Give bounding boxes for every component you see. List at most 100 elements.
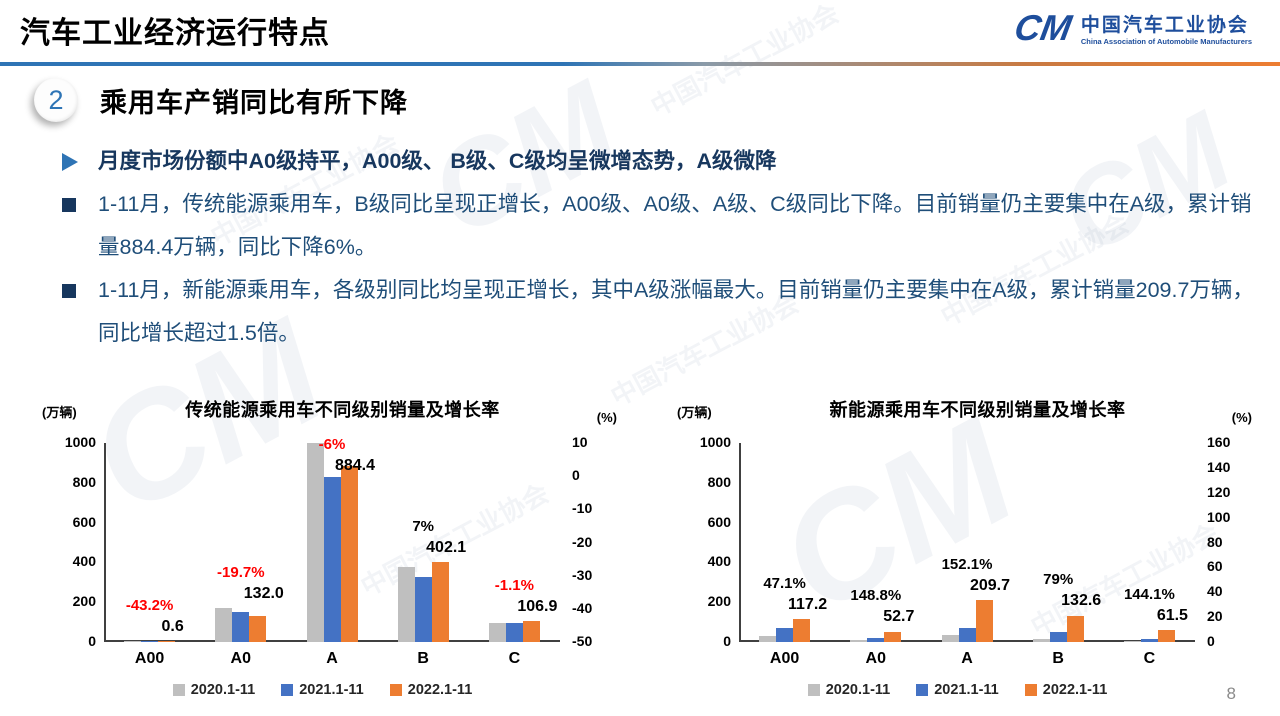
plot-area: -43.2% 0.6 -19.7% 132.0 -6% 884.4 7% 402.1 -1.1%… bbox=[104, 436, 560, 642]
value-label: 106.9 bbox=[517, 597, 558, 615]
bar-2020.1-11 bbox=[306, 443, 324, 642]
bar-2021.1-11 bbox=[232, 612, 250, 642]
bar-2022.1-11 bbox=[1157, 629, 1175, 642]
x-axis-category: B bbox=[1052, 650, 1064, 667]
legend-swatch bbox=[172, 684, 185, 696]
x-axis-category: A bbox=[961, 650, 973, 667]
growth-label: 79% bbox=[1043, 571, 1074, 589]
y-axis-line bbox=[104, 443, 106, 642]
growth-label: 152.1% bbox=[941, 556, 993, 574]
caam-logo-icon: CM bbox=[1011, 7, 1075, 48]
value-label: 132.0 bbox=[243, 584, 284, 602]
y-axis-line bbox=[739, 443, 741, 642]
y-left-tick: 1000 bbox=[699, 434, 731, 450]
bar-2021.1-11 bbox=[867, 638, 885, 642]
y-left-tick: 400 bbox=[72, 553, 96, 570]
chart-title: 传统能源乘用车不同级别销量及增长率 bbox=[185, 400, 500, 420]
logo-name-cn: 中国汽车工业协会 bbox=[1080, 15, 1249, 36]
bar-2020.1-11 bbox=[397, 566, 415, 642]
y-right-tick: 20 bbox=[1207, 608, 1223, 625]
bar-2020.1-11 bbox=[124, 640, 142, 642]
bar-2021.1-11 bbox=[505, 622, 523, 642]
y-right-tick: 160 bbox=[1207, 434, 1231, 450]
legend-item: 2022.1-11 bbox=[1024, 682, 1108, 698]
bullet-text: 月度市场份额中A0级持平，A00级、 B级、C级均呈微增态势，A级微降 bbox=[98, 149, 777, 173]
bar-2021.1-11 bbox=[1049, 632, 1067, 642]
plot-area: 47.1% 117.2 148.8% 52.7 152.1% 209.7 79% 132.6 1… bbox=[739, 443, 1195, 642]
growth-label: 148.8% bbox=[850, 587, 902, 605]
legend-item: 2022.1-11 bbox=[389, 682, 472, 698]
bar-2020.1-11 bbox=[941, 635, 959, 642]
bullet-list: 月度市场份额中A0级持平，A00级、 B级、C级均呈微增态势，A级微降 1-11… bbox=[62, 140, 1254, 355]
right-axis-unit: (%) bbox=[1231, 410, 1252, 425]
bar-2022.1-11 bbox=[793, 618, 811, 642]
y-right-tick: 0 bbox=[1207, 633, 1215, 649]
bullet-item-nev: 1-11月，新能源乘用车，各级别同比均呈现正增长，其中A级涨幅最大。目前销量仍主… bbox=[62, 269, 1254, 355]
page-title: 汽车工业经济运行特点 bbox=[20, 17, 330, 50]
bar-2022.1-11 bbox=[431, 561, 449, 642]
y-right-tick: 80 bbox=[1207, 533, 1223, 550]
y-right-tick: 120 bbox=[1207, 483, 1231, 500]
section-title: 乘用车产销同比有所下降 bbox=[100, 87, 408, 118]
y-left-tick: 0 bbox=[88, 633, 96, 649]
y-left-tick: 800 bbox=[707, 473, 731, 490]
y-left-tick: 200 bbox=[72, 593, 96, 610]
bar-2022.1-11 bbox=[158, 640, 176, 642]
bar-label-group: -43.2% 0.6 bbox=[106, 597, 216, 636]
y-left-tick: 200 bbox=[707, 593, 731, 610]
section-heading: 2 乘用车产销同比有所下降 bbox=[34, 78, 408, 122]
bar-2021.1-11 bbox=[958, 628, 976, 642]
y-right-tick: -10 bbox=[572, 500, 593, 517]
y-right-tick: 40 bbox=[1207, 583, 1223, 600]
bar-label-group: 152.1% 209.7 bbox=[923, 556, 1033, 595]
y-right-tick: -30 bbox=[572, 566, 593, 583]
value-label: 117.2 bbox=[788, 595, 828, 613]
legend-label: 2020.1-11 bbox=[190, 682, 256, 698]
bar-label-group: 79% 132.6 bbox=[1014, 571, 1124, 610]
bar-label-group: 144.1% 61.5 bbox=[1105, 586, 1215, 625]
legend-label: 2020.1-11 bbox=[825, 682, 891, 698]
legend: 2020.1-11 2021.1-11 2022.1-11 bbox=[28, 682, 617, 698]
value-label: 402.1 bbox=[426, 538, 467, 556]
y-right-tick: -20 bbox=[572, 533, 593, 550]
legend-item: 2021.1-11 bbox=[916, 682, 999, 698]
x-axis-category: A00 bbox=[769, 650, 800, 667]
legend-label: 2021.1-11 bbox=[934, 682, 999, 698]
arrow-bullet-icon bbox=[62, 153, 78, 171]
bar-2022.1-11 bbox=[975, 600, 993, 642]
square-bullet-icon bbox=[62, 284, 76, 298]
charts-region: 传统能源乘用车不同级别销量及增长率 (万辆) (%) -43.2% 0.6 -19.… bbox=[28, 388, 1252, 716]
growth-label: -43.2% bbox=[125, 597, 174, 615]
growth-label: -6% bbox=[318, 435, 346, 453]
y-left-tick: 600 bbox=[72, 513, 96, 530]
y-left-tick: 600 bbox=[707, 513, 731, 530]
x-axis-category: A bbox=[326, 650, 338, 667]
legend-swatch bbox=[807, 684, 820, 696]
bar-2021.1-11 bbox=[323, 476, 341, 642]
y-left-tick: 1000 bbox=[64, 434, 96, 450]
bar-2021.1-11 bbox=[414, 576, 432, 642]
bar-2020.1-11 bbox=[215, 608, 233, 642]
legend-label: 2022.1-11 bbox=[1042, 682, 1108, 698]
bar-2020.1-11 bbox=[759, 636, 777, 642]
legend: 2020.1-11 2021.1-11 2022.1-11 bbox=[663, 682, 1252, 698]
y-right-tick: -50 bbox=[572, 633, 593, 649]
y-right-tick: 100 bbox=[1207, 508, 1231, 525]
growth-label: -1.1% bbox=[494, 576, 534, 594]
bar-label-group: 47.1% 117.2 bbox=[741, 575, 851, 614]
bar-2022.1-11 bbox=[1066, 615, 1084, 642]
value-label: 132.6 bbox=[1061, 592, 1102, 610]
bar-label-group: 148.8% 52.7 bbox=[832, 587, 942, 626]
legend-item: 2021.1-11 bbox=[281, 682, 364, 698]
y-left-tick: 400 bbox=[707, 553, 731, 570]
chart-traditional-energy: 传统能源乘用车不同级别销量及增长率 (万辆) (%) -43.2% 0.6 -19.… bbox=[28, 388, 617, 716]
growth-label: 144.1% bbox=[1123, 585, 1175, 603]
x-axis-category: B bbox=[417, 650, 429, 667]
bar-2021.1-11 bbox=[141, 640, 159, 642]
chart-new-energy: 新能源乘用车不同级别销量及增长率 (万辆) (%) 47.1% 117.2 148.… bbox=[663, 388, 1252, 716]
value-label: 52.7 bbox=[883, 608, 915, 626]
x-axis-category: A0 bbox=[865, 650, 886, 667]
y-right-tick: 140 bbox=[1207, 458, 1231, 475]
bullet-key-point: 月度市场份额中A0级持平，A00级、 B级、C级均呈微增态势，A级微降 bbox=[62, 140, 1254, 183]
